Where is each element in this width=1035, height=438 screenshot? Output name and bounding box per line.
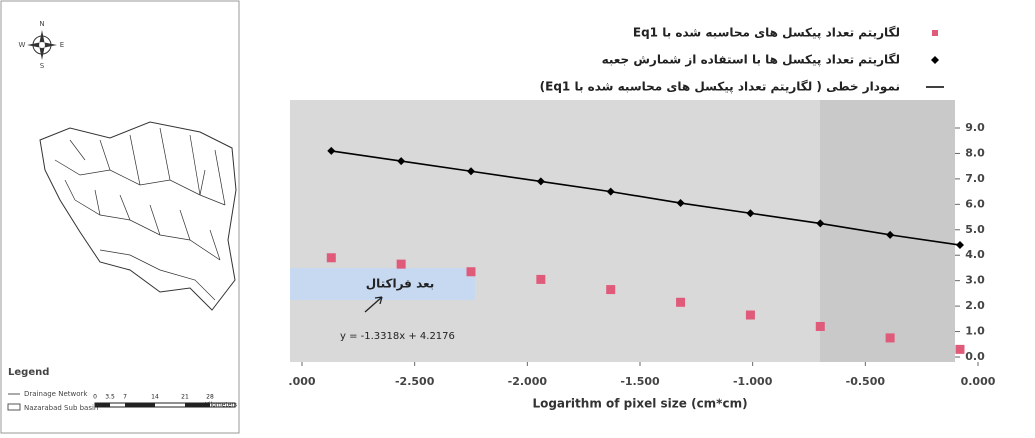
scale-label: 28 [206, 394, 214, 401]
point [816, 219, 825, 228]
x-tick-label: 0.000 [961, 375, 996, 388]
legend-item: Nazarabad Sub basin [24, 404, 98, 412]
scale-label: 7 [123, 394, 127, 401]
y-tick-label: 6.0 [965, 197, 985, 210]
point [885, 333, 895, 343]
map-panel: N S E W Legend Drainage Network Nazaraba… [0, 0, 240, 434]
point [396, 259, 406, 269]
point [466, 267, 476, 277]
compass-w: W [19, 41, 26, 49]
legend-label: لگاریتم تعداد پیکسل ها با استفاده از شما… [602, 53, 900, 67]
scale-label: 0 [93, 394, 97, 401]
legend-title: Legend [8, 367, 49, 378]
basin-outline [39, 121, 237, 311]
scale-unit: Kilometers [205, 402, 237, 409]
equation: y = -1.3318x + 4.2176 [340, 331, 455, 342]
y-tick-label: 0.0 [965, 350, 985, 363]
compass [27, 30, 57, 60]
point [676, 297, 686, 307]
point [467, 167, 475, 176]
point [815, 321, 825, 331]
y-tick-label: 2.0 [965, 299, 985, 312]
point [955, 241, 964, 250]
compass-s: S [40, 62, 45, 70]
compass-n: N [39, 20, 44, 28]
x-tick-label: .000 [288, 375, 315, 388]
point [676, 199, 685, 208]
legend-label: نمودار خطی ( لگاریتم تعداد پیکسل های محا… [540, 80, 900, 95]
legend-marker [931, 56, 939, 64]
scale-seg [125, 403, 155, 407]
scale-label: 3.5 [105, 394, 115, 401]
scale-seg [95, 403, 110, 407]
scale-label: 14 [151, 394, 159, 401]
y-tick-label: 5.0 [965, 223, 985, 236]
point [397, 157, 406, 166]
scale-seg [185, 403, 210, 407]
legend-marker [932, 30, 938, 36]
legend-box [7, 403, 21, 411]
point [327, 146, 336, 155]
annotation-arrow [364, 296, 383, 313]
point [746, 209, 755, 218]
x-tick-label: -2.000 [508, 375, 548, 388]
scale-label: 21 [181, 394, 189, 401]
trend-line [331, 150, 961, 246]
x-tick-label: -2.500 [395, 375, 435, 388]
y-tick-label: 3.0 [965, 274, 985, 287]
annotation: بعد فراکتال [366, 277, 435, 291]
drainage-network [54, 127, 226, 301]
legend-label: لگاریتم تعداد پیکسل های محاسبه شده با Eq… [633, 26, 900, 40]
y-tick-label: 7.0 [965, 172, 985, 185]
point [536, 177, 545, 186]
point [886, 230, 895, 239]
compass-e: E [60, 41, 64, 49]
annotation-highlight [290, 268, 475, 300]
y-tick-label: 1.0 [965, 325, 985, 338]
x-tick-label: -0.500 [846, 375, 886, 388]
y-tick-label: 4.0 [965, 248, 985, 261]
point [606, 285, 616, 295]
point [536, 274, 546, 284]
point [326, 253, 336, 263]
point [606, 187, 615, 196]
point [745, 310, 755, 320]
y-tick-label: 8.0 [965, 146, 985, 159]
point [955, 344, 965, 354]
plot-shade [820, 100, 955, 362]
x-tick-label: -1.000 [733, 375, 773, 388]
y-tick-label: 9.0 [965, 121, 985, 134]
x-tick-label: -1.500 [620, 375, 660, 388]
x-axis-title: Logarithm of pixel size (cm*cm) [532, 397, 747, 411]
legend-item: Drainage Network [24, 390, 88, 398]
